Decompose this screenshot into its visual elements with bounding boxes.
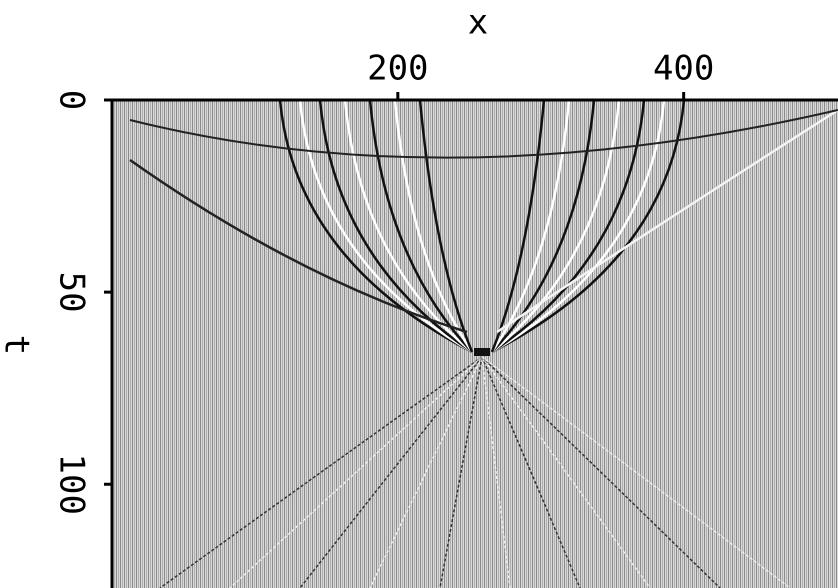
source-point [474, 348, 490, 356]
y-tick-label: 100 [52, 454, 92, 515]
x-tick-label: 400 [653, 49, 714, 89]
y-tick-label: 50 [52, 272, 92, 313]
x-axis-label: x [468, 3, 488, 43]
page: {"chart_data": {"type": "image", "xlabel… [0, 0, 838, 588]
seismic-image [112, 100, 838, 588]
x-tick-label: 200 [367, 49, 428, 89]
y-axis-label: t [0, 335, 37, 355]
chart: x t 200 400 0 50 100 [0, 0, 838, 588]
y-tick-label: 0 [52, 90, 92, 110]
